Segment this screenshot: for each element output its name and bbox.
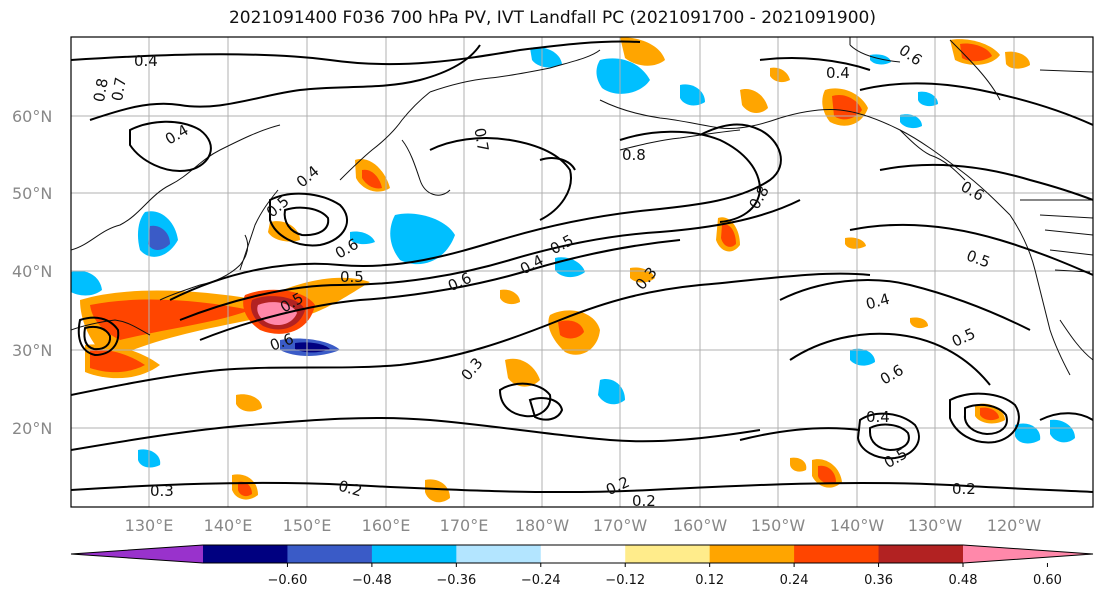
lon-label: 130°W <box>908 516 963 535</box>
colorbar-extend-max <box>963 545 1093 563</box>
colorbar-segment <box>203 545 288 563</box>
colorbar-tick-label: 0.60 <box>1033 573 1062 588</box>
colorbar-tick-label: −0.48 <box>352 573 392 588</box>
contour-label: 0.4 <box>864 290 892 314</box>
colorbar-segment <box>540 545 626 563</box>
contour-label: 0.8 <box>622 146 646 164</box>
lon-label: 170°W <box>593 516 648 535</box>
colorbar-tick-label: 0.12 <box>695 573 724 588</box>
contour-label: 0.4 <box>866 408 890 426</box>
colorbar-tick-label: 0.36 <box>864 573 893 588</box>
colorbar-segment <box>625 545 711 563</box>
colorbar-tick-label: −0.60 <box>268 573 308 588</box>
lat-label: 40°N <box>12 262 52 281</box>
lon-label: 170°E <box>440 516 489 535</box>
colorbar-tick-label: −0.36 <box>436 573 476 588</box>
colorbar-segment <box>794 545 880 563</box>
lon-label: 130°E <box>125 516 174 535</box>
colorbar-tick-label: −0.12 <box>605 573 645 588</box>
colorbar-tick-label: 0.48 <box>949 573 978 588</box>
colorbar: −0.60 −0.48 −0.36 −0.24 −0.12 0.12 0.24 0.36 0.4… <box>70 544 1094 588</box>
colorbar-extend-min <box>71 545 203 563</box>
lat-label: 50°N <box>12 184 52 203</box>
graticule <box>71 37 1093 507</box>
lat-labels: 60°N 50°N 40°N 30°N 20°N <box>12 107 52 438</box>
lon-label: 150°E <box>283 516 332 535</box>
colorbar-tick-label: −0.24 <box>521 573 561 588</box>
contour-labels: 0.4 0.8 0.7 0.4 0.4 0.5 0.6 0.5 0.6 0.6 … <box>90 41 993 510</box>
colorbar-segment <box>456 545 542 563</box>
colorbar-segment <box>878 545 964 563</box>
lat-label: 60°N <box>12 107 52 126</box>
lat-label: 20°N <box>12 419 52 438</box>
lat-label: 30°N <box>12 341 52 360</box>
colorbar-segment <box>371 545 457 563</box>
map-frame <box>70 36 1094 508</box>
contour-label: 0.2 <box>336 477 364 501</box>
map-title: 2021091400 F036 700 hPa PV, IVT Landfall… <box>228 8 876 28</box>
pv-contours <box>71 40 1093 494</box>
lon-label: 180°W <box>515 516 570 535</box>
contour-label: 0.5 <box>340 268 364 286</box>
contour-label: 0.4 <box>826 64 850 82</box>
contour-label: 0.3 <box>150 482 174 500</box>
contour-label: 0.2 <box>952 480 976 498</box>
contour-label: 0.7 <box>108 76 130 103</box>
lon-label: 150°W <box>751 516 806 535</box>
contour-label: 0.8 <box>90 77 112 104</box>
lon-labels: 130°E 140°E 150°E 160°E 170°E 180°W 170°… <box>125 516 1042 535</box>
contour-label: 0.7 <box>470 126 492 153</box>
lon-label: 120°W <box>987 516 1042 535</box>
lon-label: 160°E <box>362 516 411 535</box>
shaded-anomalies <box>71 37 1075 503</box>
colorbar-tick-label: 0.24 <box>780 573 809 588</box>
lon-label: 160°W <box>673 516 728 535</box>
colorbar-segment <box>709 545 795 563</box>
lon-label: 140°W <box>830 516 885 535</box>
contour-label: 0.4 <box>134 52 158 70</box>
colorbar-outline <box>70 544 1094 564</box>
contour-label: 0.2 <box>632 492 656 510</box>
lon-label: 140°E <box>204 516 253 535</box>
colorbar-segment <box>287 545 373 563</box>
